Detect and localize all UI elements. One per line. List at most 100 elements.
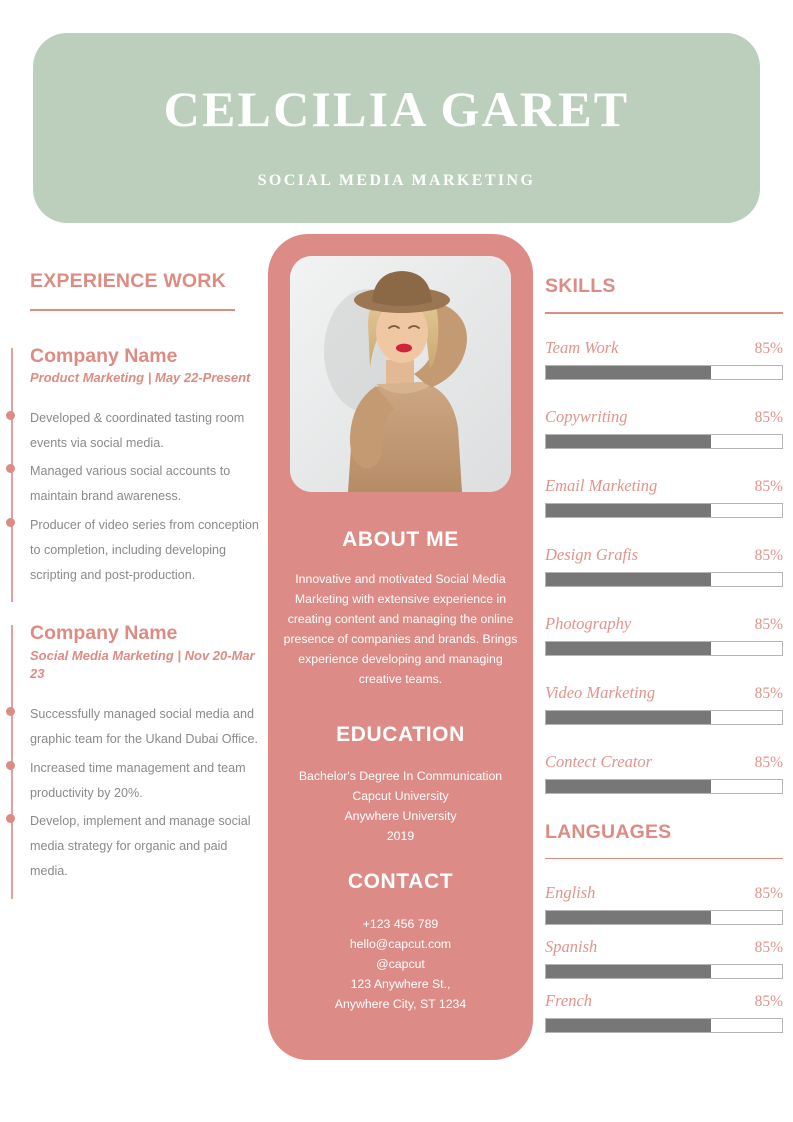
progress-bar-fill — [546, 965, 712, 978]
page-title: CELCILIA GARET — [163, 81, 630, 137]
list-item: Developed & coordinated tasting room eve… — [5, 406, 265, 456]
header-banner: CELCILIA GARET SOCIAL MEDIA MARKETING — [33, 33, 760, 223]
progress-bar-track — [545, 1018, 783, 1033]
progress-bar-track — [545, 571, 783, 587]
skill-label: Copywriting — [545, 406, 628, 426]
skill-label: Team Work — [545, 337, 619, 357]
about-text: Innovative and motivated Social Media Ma… — [283, 572, 518, 686]
skill-row: Email Marketing 85% — [545, 476, 783, 518]
job-bullet-list: Successfully managed social media and gr… — [5, 702, 265, 885]
bar-header: Contect Creator 85% — [545, 752, 783, 772]
languages-block: LANGUAGES English 85% Spanish 85% French 85% — [535, 820, 793, 1033]
job-list: Company Name Product Marketing | May 22-P… — [0, 344, 265, 899]
section-divider — [545, 312, 783, 314]
bullet-dot-icon — [5, 760, 15, 770]
skills-column: SKILLS Team Work 85% Copywriting 85% Email M… — [535, 275, 793, 1045]
language-row: French 85% — [545, 991, 783, 1033]
header-subtitle: SOCIAL MEDIA MARKETING — [257, 172, 536, 189]
contact-block: CONTACT +123 456 789 hello@capcut.com @c… — [268, 870, 533, 1015]
section-divider — [30, 309, 235, 311]
skill-label: Photography — [545, 613, 632, 633]
progress-bar-track — [545, 364, 783, 380]
progress-bar-track — [545, 910, 783, 925]
language-label: English — [545, 883, 596, 902]
list-item: Producer of video series from conception… — [5, 513, 265, 589]
job-bullet-text: Develop, implement and manage social med… — [30, 813, 251, 879]
progress-bar-fill — [546, 434, 712, 448]
experience-column: EXPERIENCE WORK Company Name Product Mark… — [0, 270, 265, 899]
skill-row: Copywriting 85% — [545, 407, 783, 449]
language-label: Spanish — [545, 937, 598, 956]
experience-section-title: EXPERIENCE WORK — [30, 270, 226, 292]
skill-row: Contect Creator 85% — [545, 752, 783, 794]
bar-header: English 85% — [545, 883, 783, 903]
job-company-name: Company Name — [30, 622, 178, 645]
bar-header: Email Marketing 85% — [545, 476, 783, 496]
about-title: ABOUT ME — [342, 528, 459, 551]
contact-title: CONTACT — [347, 870, 454, 893]
language-list: English 85% Spanish 85% French 85% — [535, 883, 793, 1033]
bar-header: Design Grafis 85% — [545, 545, 783, 565]
job-entry: Company Name Social Media Marketing | Nov… — [0, 622, 265, 899]
job-company-name: Company Name — [30, 344, 178, 367]
skill-list: Team Work 85% Copywriting 85% Email Marketin… — [535, 338, 793, 794]
skill-row: Design Grafis 85% — [545, 545, 783, 587]
bullet-dot-icon — [5, 464, 15, 474]
section-divider — [545, 857, 783, 859]
language-label: French — [545, 991, 593, 1010]
skill-row: Team Work 85% — [545, 338, 783, 380]
language-row: Spanish 85% — [545, 937, 783, 979]
progress-bar-track — [545, 502, 783, 518]
progress-bar-fill — [546, 365, 712, 379]
profile-card: ABOUT ME Innovative and motivated Social… — [268, 234, 533, 1060]
skill-label: Contect Creator — [545, 751, 653, 771]
job-bullet-text: Producer of video series from conception… — [30, 517, 259, 582]
progress-bar-fill — [546, 779, 712, 793]
skills-section-title: SKILLS — [545, 275, 616, 297]
progress-bar-track — [545, 640, 783, 656]
bar-percent-value: 85% — [754, 615, 783, 633]
job-bullet-list: Developed & coordinated tasting room eve… — [5, 406, 265, 589]
job-role-dates: Social Media Marketing | Nov 20-Mar 23 — [30, 647, 255, 682]
bullet-dot-icon — [5, 707, 15, 717]
skill-row: Video Marketing 85% — [545, 683, 783, 725]
progress-bar-track — [545, 778, 783, 794]
education-text: Bachelor's Degree In Communication Capcu… — [298, 769, 503, 843]
bar-header: Video Marketing 85% — [545, 683, 783, 703]
skill-row: Photography 85% — [545, 614, 783, 656]
contact-text: +123 456 789 hello@capcut.com @capcut 12… — [334, 917, 467, 1011]
education-block: EDUCATION Bachelor's Degree In Communica… — [268, 723, 533, 847]
job-bullet-text: Developed & coordinated tasting room eve… — [30, 410, 245, 450]
job-bullet-text: Increased time management and team produ… — [30, 760, 246, 800]
bar-header: Team Work 85% — [545, 338, 783, 358]
bar-percent-value: 85% — [754, 753, 783, 771]
portrait-photo-icon — [290, 256, 511, 492]
list-item: Managed various social accounts to maint… — [5, 459, 265, 509]
job-entry: Company Name Product Marketing | May 22-P… — [0, 344, 265, 603]
bar-percent-value: 85% — [754, 885, 783, 902]
bullet-dot-icon — [5, 410, 15, 420]
bar-percent-value: 85% — [754, 408, 783, 426]
timeline-line — [11, 347, 13, 603]
bar-percent-value: 85% — [754, 939, 783, 956]
bar-percent-value: 85% — [754, 477, 783, 495]
bar-percent-value: 85% — [754, 339, 783, 357]
bar-percent-value: 85% — [754, 684, 783, 702]
list-item: Develop, implement and manage social med… — [5, 809, 265, 885]
about-block: ABOUT ME Innovative and motivated Social… — [268, 528, 533, 689]
progress-bar-fill — [546, 572, 712, 586]
language-row: English 85% — [545, 883, 783, 925]
bar-header: Copywriting 85% — [545, 407, 783, 427]
bar-percent-value: 85% — [754, 993, 783, 1010]
languages-section-title: LANGUAGES — [545, 820, 672, 843]
list-item: Successfully managed social media and gr… — [5, 702, 265, 752]
bar-header: Spanish 85% — [545, 937, 783, 957]
skill-label: Design Grafis — [545, 544, 639, 564]
job-bullet-text: Managed various social accounts to maint… — [30, 464, 231, 504]
progress-bar-fill — [546, 911, 712, 924]
skill-label: Email Marketing — [545, 475, 658, 495]
progress-bar-track — [545, 433, 783, 449]
bullet-dot-icon — [5, 517, 15, 527]
progress-bar-fill — [546, 1019, 712, 1032]
